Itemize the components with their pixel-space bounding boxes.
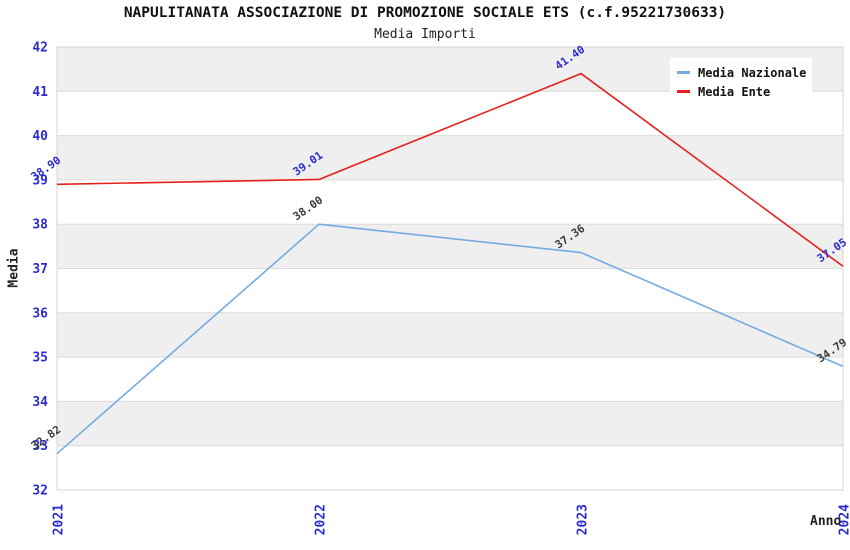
legend-label: Media Ente — [698, 84, 771, 99]
y-tick-label: 36 — [32, 306, 48, 321]
y-tick-label: 40 — [32, 129, 48, 144]
legend-line-swatch-nazionale — [677, 71, 690, 74]
plot-band — [57, 135, 843, 180]
legend-label: Media Nazionale — [698, 65, 807, 80]
y-tick-label: 42 — [32, 41, 48, 56]
plot-band — [57, 312, 843, 358]
y-tick-label: 32 — [32, 484, 48, 499]
series-line-media-nazionale — [56, 223, 844, 455]
x-tick-label: 2022 — [314, 504, 329, 535]
plot-border — [56, 46, 844, 491]
y-tick-label: 38 — [32, 218, 48, 233]
legend-line-swatch-ente — [677, 90, 690, 93]
y-tick-label: 33 — [32, 439, 48, 454]
chart-title: NAPULITANATA ASSOCIAZIONE DI PROMOZIONE … — [123, 5, 727, 21]
legend-item-media-nazionale: Media Nazionale — [670, 63, 812, 82]
x-tick-label: 2024 — [838, 504, 850, 535]
y-axis-label: Media — [6, 248, 22, 288]
y-tick-label: 35 — [32, 351, 48, 366]
series-line-media-ente — [56, 72, 844, 267]
point-label: 38.00 — [291, 194, 326, 224]
y-tick-label: 34 — [32, 395, 48, 410]
plot-band — [57, 224, 843, 269]
plot-band — [57, 401, 843, 446]
legend-item-media-ente: Media Ente — [670, 82, 812, 101]
y-tick-label: 37 — [32, 262, 48, 277]
x-axis-label: Anno — [810, 514, 842, 529]
y-tick-label: 39 — [32, 173, 48, 188]
x-tick-label: 2023 — [576, 504, 591, 535]
chart-subtitle: Media Importi — [374, 27, 476, 42]
legend: Media Nazionale Media Ente — [670, 58, 812, 106]
x-tick-label: 2021 — [52, 504, 67, 535]
y-tick-label: 41 — [32, 85, 48, 100]
